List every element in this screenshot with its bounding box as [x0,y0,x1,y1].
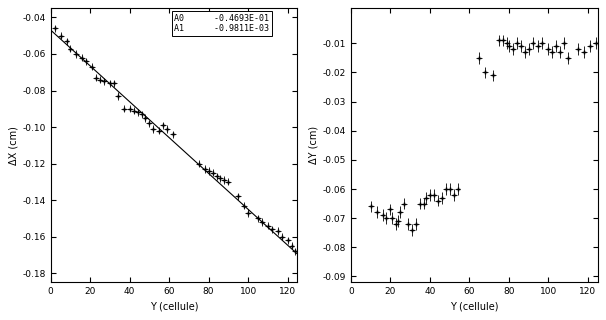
X-axis label: Y (cellule): Y (cellule) [150,302,198,312]
Y-axis label: ΔX (cm): ΔX (cm) [8,126,18,165]
X-axis label: Y (cellule): Y (cellule) [450,302,499,312]
Y-axis label: ΔY (cm): ΔY (cm) [308,126,319,164]
Text: A0      -0.4693E-01
A1      -0.9811E-03: A0 -0.4693E-01 A1 -0.9811E-03 [174,14,269,33]
